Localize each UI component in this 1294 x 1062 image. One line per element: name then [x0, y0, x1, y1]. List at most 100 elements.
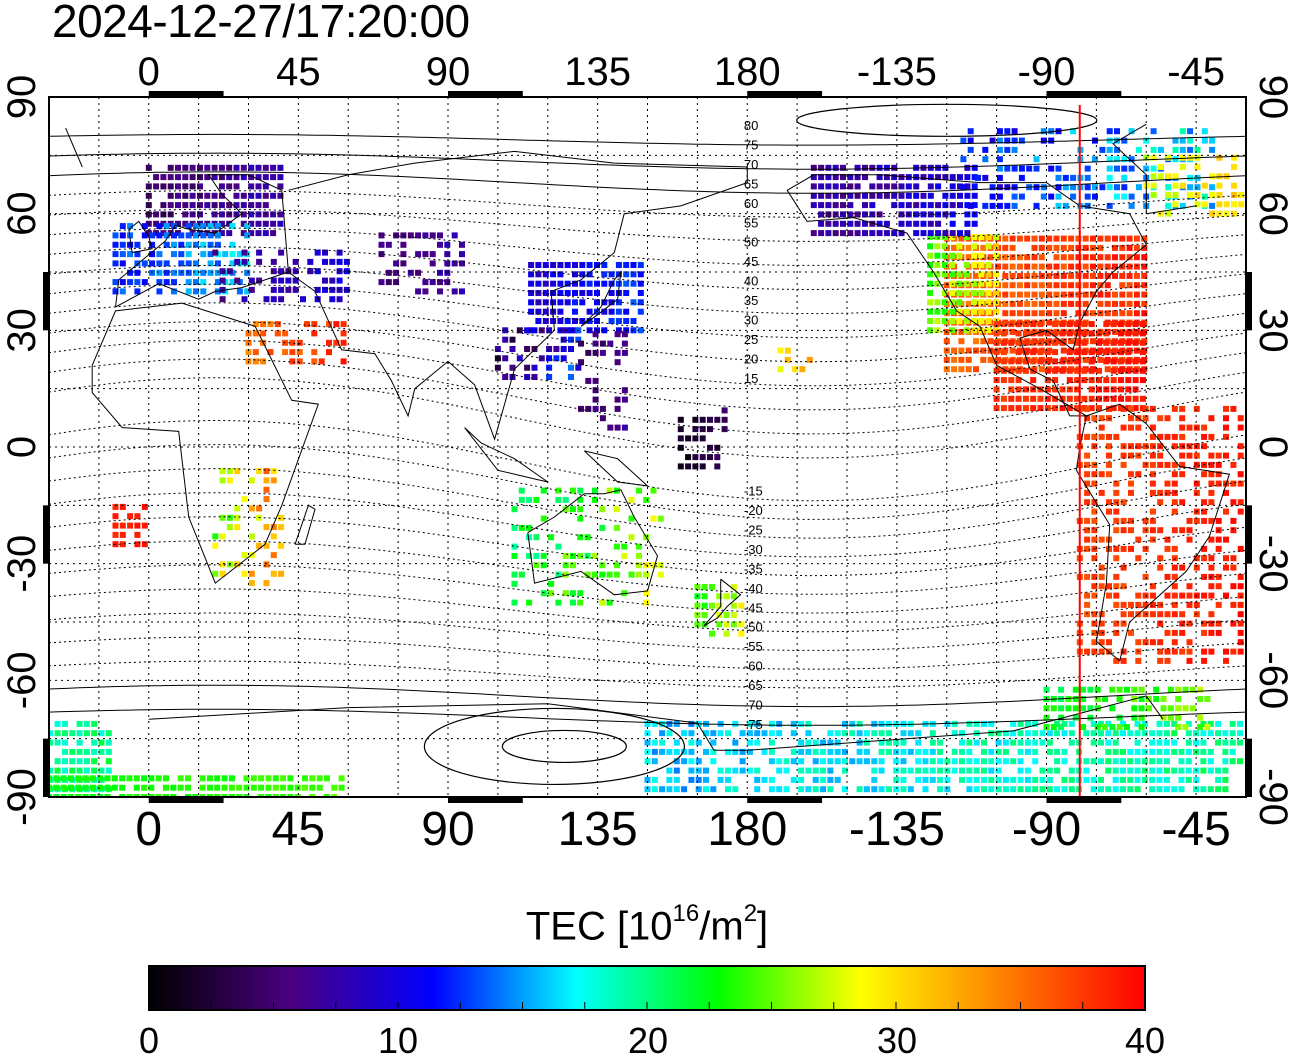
tec-pixel — [1164, 480, 1171, 487]
tec-pixel — [964, 164, 971, 171]
tec-pixel — [53, 775, 60, 782]
tec-pixel — [854, 183, 861, 190]
tec-pixel — [1156, 739, 1163, 746]
tec-pixel — [111, 784, 118, 791]
tec-pixel — [922, 767, 929, 774]
tec-pixel — [1114, 137, 1120, 144]
tec-pixel — [1104, 272, 1111, 279]
tec-pixel — [98, 739, 105, 746]
tec-pixel — [717, 776, 724, 783]
tec-pixel — [798, 786, 805, 793]
tec-pixel — [250, 784, 257, 791]
tec-pixel — [533, 552, 540, 559]
tec-pixel — [1032, 786, 1039, 793]
tec-pixel — [535, 271, 542, 278]
tec-pixel — [883, 183, 890, 190]
tec-pixel — [155, 775, 162, 782]
tec-pixel — [958, 347, 965, 354]
tec-pixel — [1113, 508, 1120, 515]
tec-pixel — [1082, 254, 1089, 261]
tec-pixel — [218, 183, 225, 190]
tec-pixel — [812, 767, 819, 774]
tec-pixel — [635, 543, 642, 550]
tec-pixel — [156, 288, 163, 295]
tec-pixel — [1201, 648, 1208, 655]
tec-pixel — [1037, 349, 1044, 356]
tec-pixel — [1061, 720, 1068, 727]
tec-pixel — [594, 262, 600, 268]
tec-pixel — [723, 621, 730, 628]
tec-pixel — [768, 748, 775, 755]
tec-pixel — [1002, 263, 1009, 270]
tec-pixel — [1237, 611, 1244, 618]
tec-pixel — [145, 211, 152, 218]
tec-pixel — [119, 775, 126, 782]
tec-pixel — [699, 454, 706, 461]
tec-pixel — [91, 720, 98, 727]
tec-pixel — [1024, 310, 1031, 317]
tec-pixel — [1208, 564, 1215, 571]
tec-pixel — [825, 183, 832, 190]
tec-pixel — [156, 269, 163, 276]
tec-pixel — [1090, 310, 1096, 317]
tec-pixel — [1011, 202, 1018, 209]
tec-pixel — [1015, 358, 1022, 365]
tec-pixel — [1208, 573, 1215, 580]
tec-pixel — [1113, 592, 1120, 599]
tec-pixel — [798, 720, 805, 727]
tec-pixel — [710, 739, 717, 746]
tec-pixel — [1066, 349, 1073, 356]
tec-pixel — [1182, 686, 1189, 693]
tec-pixel — [1164, 461, 1171, 468]
tec-pixel — [62, 758, 68, 765]
tec-pixel — [1011, 137, 1018, 144]
tec-pixel — [644, 776, 651, 783]
tec-pixel — [885, 748, 892, 755]
tec-pixel — [83, 720, 90, 727]
tec-pixel — [1010, 786, 1017, 793]
frame-tick-bar — [1046, 797, 1122, 803]
tec-pixel — [818, 202, 825, 209]
tec-pixel — [1142, 517, 1149, 524]
tec-pixel — [1230, 480, 1237, 487]
tec-pixel — [1193, 517, 1200, 524]
tec-pixel — [978, 252, 985, 259]
tec-pixel — [1238, 192, 1245, 198]
tec-pixel — [244, 288, 251, 295]
tec-pixel — [149, 232, 156, 239]
tec-pixel — [1231, 154, 1237, 161]
tec-pixel — [1044, 349, 1051, 356]
tec-pixel — [204, 174, 211, 181]
tec-pixel — [214, 232, 221, 239]
tec-pixel — [1201, 517, 1208, 524]
tec-pixel — [1040, 128, 1047, 135]
tec-pixel — [920, 202, 927, 209]
tec-pixel — [956, 252, 963, 259]
tec-pixel — [709, 584, 715, 590]
tec-pixel — [1106, 433, 1112, 440]
tec-pixel — [927, 308, 934, 315]
tec-pixel — [862, 230, 868, 237]
tec-pixel — [1135, 184, 1142, 191]
tec-pixel — [533, 534, 540, 541]
tec-pixel — [761, 748, 768, 755]
tec-pixel — [1106, 443, 1112, 450]
tec-pixel — [651, 739, 658, 746]
tec-pixel — [170, 784, 177, 791]
tec-pixel — [1127, 767, 1134, 774]
tec-pixel — [54, 730, 61, 737]
tec-pixel — [1060, 244, 1067, 251]
tec-pixel — [862, 220, 868, 227]
tec-pixel — [964, 220, 971, 227]
tec-pixel — [1157, 657, 1164, 664]
tec-pixel — [1163, 758, 1170, 765]
tec-pixel — [1124, 724, 1130, 730]
tec-pixel — [1223, 433, 1229, 440]
tec-pixel — [1072, 714, 1079, 721]
tec-pixel — [1098, 471, 1105, 478]
tec-pixel — [262, 202, 269, 209]
tec-pixel — [200, 251, 207, 258]
south-magnetic-pole-contour — [501, 729, 627, 764]
tec-pixel — [1031, 282, 1038, 289]
tec-pixel — [594, 290, 600, 296]
